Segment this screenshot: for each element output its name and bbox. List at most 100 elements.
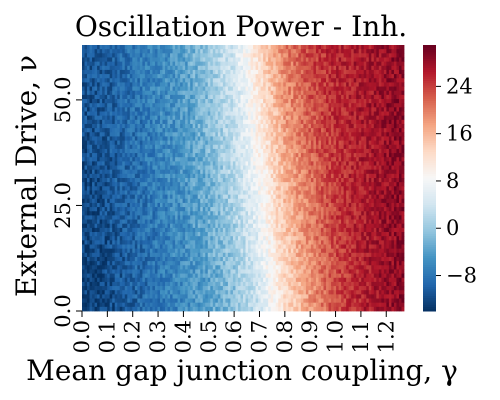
heatmap-cell [248, 53, 251, 58]
heatmap-cell [177, 169, 181, 175]
heatmap-cell [172, 103, 176, 108]
heatmap-cell [341, 65, 345, 71]
heatmap-cell [255, 173, 259, 179]
heatmap-cell [348, 53, 352, 58]
heatmap-cell [215, 169, 219, 175]
heatmap-cell [341, 94, 345, 100]
heatmap-cell [94, 86, 98, 92]
heatmap-cell [295, 53, 299, 58]
heatmap-cell [293, 103, 297, 108]
heatmap-cell [303, 61, 307, 67]
heatmap-cell [87, 69, 90, 75]
heatmap-cell [212, 165, 216, 171]
heatmap-cell [205, 169, 209, 175]
heatmap-cell [318, 61, 322, 67]
heatmap-cell [331, 94, 334, 100]
heatmap-cell [210, 123, 214, 129]
heatmap-cell [336, 103, 339, 108]
heatmap-cell [373, 53, 377, 58]
heatmap-cell [363, 49, 367, 54]
heatmap-cell [245, 157, 249, 162]
heatmap-cell [393, 57, 397, 63]
heatmap-cell [180, 94, 184, 100]
heatmap-cell [368, 119, 372, 125]
heatmap-cell [346, 182, 350, 187]
heatmap-cell [132, 202, 136, 208]
heatmap-cell [320, 94, 324, 100]
heatmap-cell [127, 144, 131, 150]
heatmap-cell [87, 140, 90, 146]
heatmap-cell [353, 140, 357, 146]
heatmap-cell [235, 198, 239, 204]
heatmap-cell [288, 49, 292, 54]
heatmap-cell [341, 148, 345, 154]
heatmap-cell [99, 194, 103, 200]
heatmap-cell [356, 86, 360, 92]
heatmap-cell [117, 111, 121, 117]
heatmap-cell [177, 69, 181, 75]
heatmap-cell [180, 99, 184, 104]
heatmap-cell [187, 65, 191, 71]
heatmap-cell [331, 144, 334, 150]
heatmap-cell [326, 49, 329, 54]
heatmap-cell [195, 86, 199, 92]
heatmap-cell [132, 123, 136, 129]
heatmap-cell [124, 115, 128, 121]
heatmap-cell [210, 90, 214, 96]
heatmap-cell [114, 148, 118, 154]
heatmap-cell [232, 194, 236, 200]
heatmap-cell [195, 182, 199, 187]
heatmap-cell [134, 173, 138, 179]
heatmap-cell [134, 103, 138, 108]
heatmap-cell [323, 45, 327, 50]
heatmap-cell [82, 190, 85, 196]
heatmap-cell [92, 207, 95, 212]
heatmap-cell [170, 69, 173, 75]
heatmap-cell [258, 173, 262, 179]
heatmap-cell [331, 136, 334, 141]
heatmap-cell [388, 94, 392, 100]
heatmap-cell [263, 132, 267, 137]
heatmap-cell [200, 186, 204, 191]
heatmap-cell [278, 45, 282, 50]
heatmap-cell [353, 90, 357, 96]
heatmap-cell [373, 136, 377, 141]
heatmap-cell [315, 57, 319, 63]
heatmap-cell [137, 94, 141, 100]
heatmap-cell [348, 144, 352, 150]
heatmap-cell [248, 144, 251, 150]
heatmap-cell [117, 128, 121, 133]
heatmap-cell [265, 173, 269, 179]
heatmap-cell [107, 157, 111, 162]
heatmap-cell [300, 49, 304, 54]
heatmap-cell [243, 136, 246, 141]
heatmap-cell [278, 61, 282, 67]
heatmap-cell [293, 57, 297, 63]
heatmap-cell [180, 65, 184, 71]
heatmap-cell [207, 144, 211, 150]
heatmap-cell [154, 128, 158, 133]
heatmap-cell [222, 132, 226, 137]
heatmap-cell [212, 78, 216, 83]
heatmap-cell [371, 153, 375, 158]
heatmap-cell [263, 198, 267, 204]
heatmap-cell [368, 103, 372, 108]
heatmap-cell [112, 74, 116, 79]
heatmap-cell [162, 182, 166, 187]
heatmap-cell [102, 161, 106, 166]
heatmap-cell [124, 186, 128, 191]
heatmap-cell [217, 194, 221, 200]
heatmap-cell [137, 45, 141, 50]
heatmap-cell [175, 132, 178, 137]
heatmap-cell [139, 202, 143, 208]
heatmap-cell [356, 115, 360, 121]
heatmap-cell [343, 186, 347, 191]
heatmap-cell [371, 157, 375, 162]
heatmap-cell [368, 148, 372, 154]
heatmap-cell [313, 78, 317, 83]
heatmap-cell [104, 132, 108, 137]
heatmap-cell [104, 161, 108, 166]
heatmap-cell [250, 128, 254, 133]
heatmap-cell [308, 57, 312, 63]
heatmap-cell [346, 90, 350, 96]
